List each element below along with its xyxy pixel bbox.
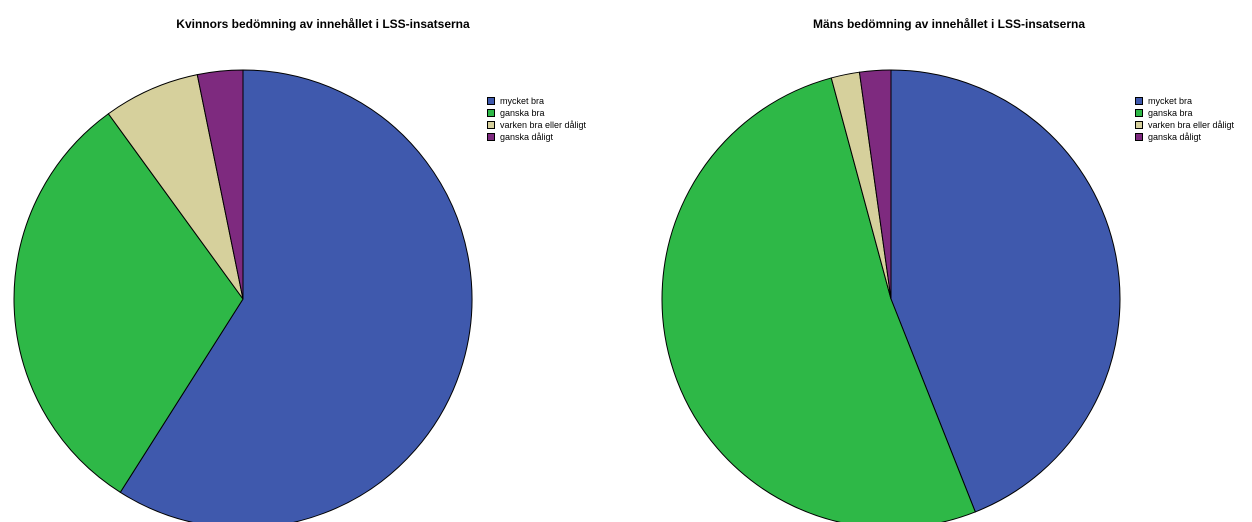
legend-swatch (1135, 121, 1143, 129)
chart-title: Kvinnors bedömning av innehållet i LSS-i… (176, 17, 470, 31)
legend-item-mycket-bra: mycket bra (487, 95, 586, 107)
legend-label: mycket bra (1148, 96, 1193, 106)
legend-swatch (487, 133, 495, 141)
legend-swatch (1135, 97, 1143, 105)
pie-slice-mycket-bra (119, 69, 473, 522)
legend-swatch (487, 97, 495, 105)
legend-item-varken-bra-eller-daligt: varken bra eller dåligt (487, 119, 586, 131)
legend-item-ganska-bra: ganska bra (1135, 107, 1234, 119)
chart-men: Mäns bedömning av innehållet i LSS-insat… (626, 0, 1252, 522)
legend-women: mycket bra ganska bra varken bra eller dål… (487, 95, 586, 143)
legend-label: ganska dåligt (1148, 132, 1202, 142)
legend-swatch (1135, 109, 1143, 117)
legend-label: varken bra eller dåligt (1148, 120, 1235, 130)
chart-title: Mäns bedömning av innehållet i LSS-insat… (812, 17, 1086, 31)
pie-slice-ganska-bra (13, 113, 244, 494)
legend-label: ganska bra (500, 108, 545, 118)
chart-women: Kvinnors bedömning av innehållet i LSS-i… (176, 17, 469, 31)
pie-slice-ganska-daligt (196, 69, 244, 300)
pie-slice-ganska-daligt (858, 69, 892, 300)
legend-label: ganska dåligt (500, 132, 554, 142)
legend-men: mycket bra ganska bra varken bra eller dål… (1135, 95, 1234, 143)
pie-slice-mycket-bra (890, 69, 1121, 513)
legend-item-ganska-bra: ganska bra (487, 107, 586, 119)
legend-item-varken-bra-eller-daligt: varken bra eller dåligt (1135, 119, 1234, 131)
legend-item-ganska-daligt: ganska dåligt (487, 131, 586, 143)
legend-label: ganska bra (1148, 108, 1193, 118)
pie-slice-ganska-bra (661, 77, 976, 522)
legend-swatch (487, 109, 495, 117)
legend-item-ganska-daligt: ganska dåligt (1135, 131, 1234, 143)
legend-label: mycket bra (500, 96, 545, 106)
legend-item-mycket-bra: mycket bra (1135, 95, 1234, 107)
legend-label: varken bra eller dåligt (500, 120, 587, 130)
legend-swatch (1135, 133, 1143, 141)
legend-swatch (487, 121, 495, 129)
